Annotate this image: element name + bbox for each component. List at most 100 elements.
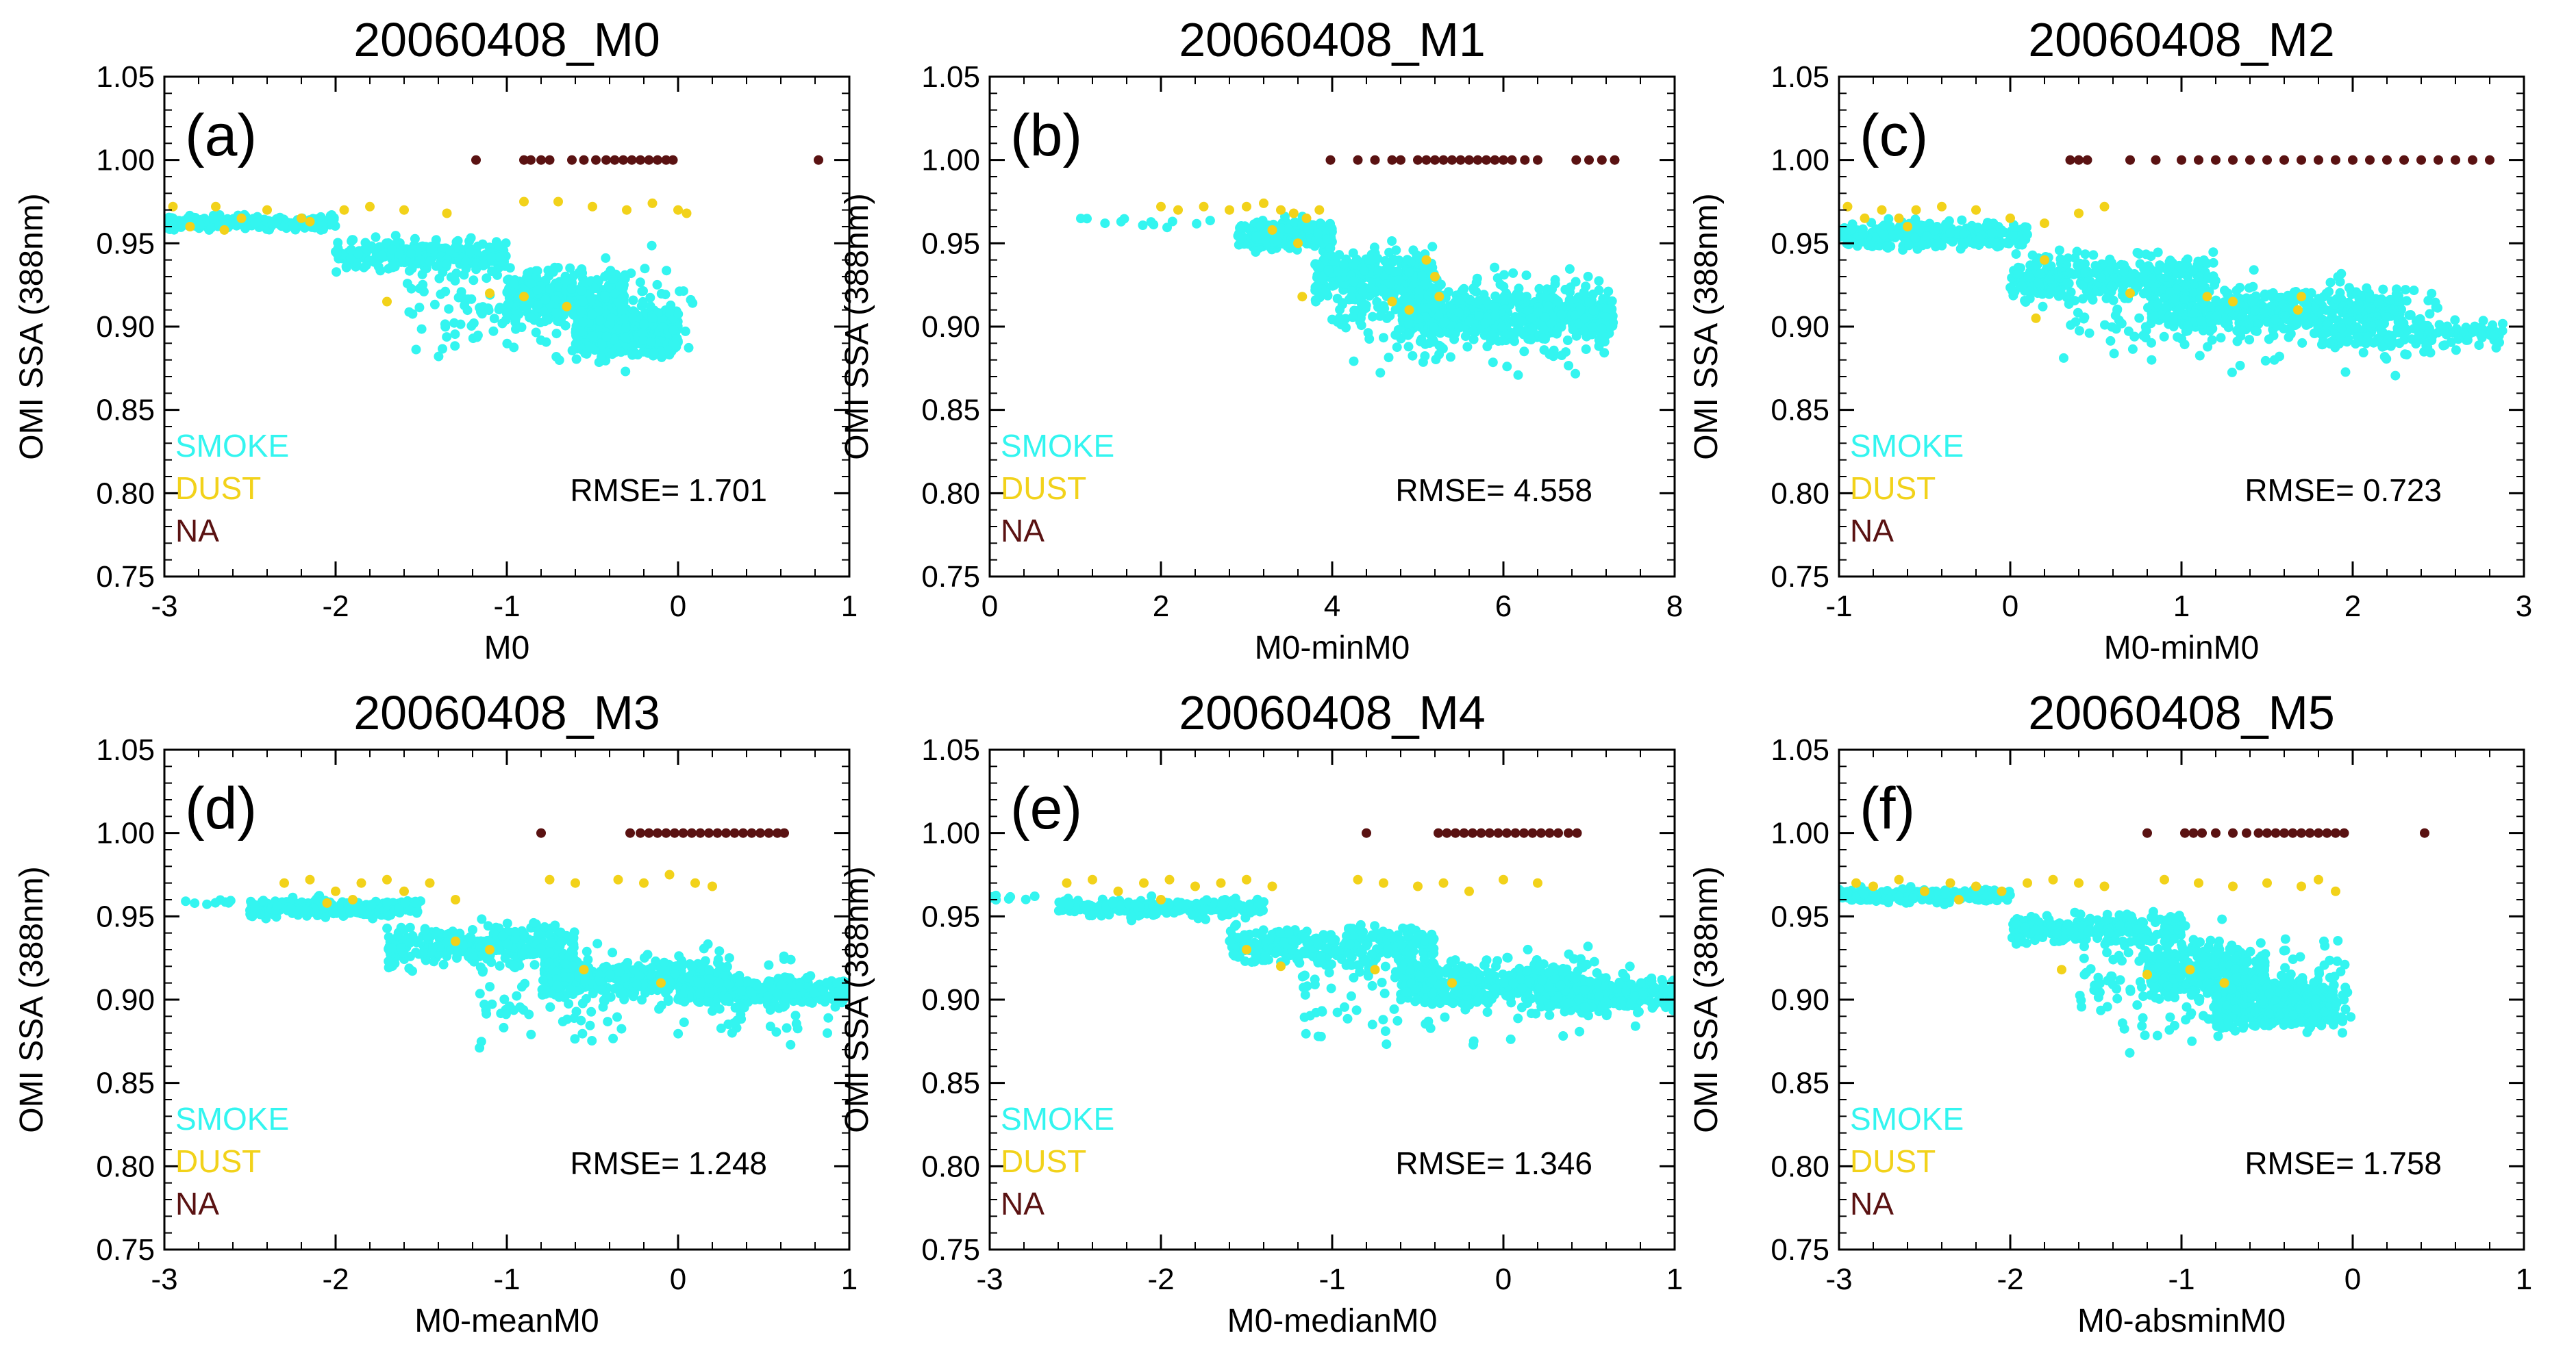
data-point-dust bbox=[1971, 205, 1981, 215]
data-point-smoke bbox=[1359, 266, 1369, 276]
data-point-smoke bbox=[2208, 257, 2218, 268]
data-point-smoke bbox=[2149, 311, 2159, 321]
data-point-smoke bbox=[1865, 240, 1875, 251]
data-point-smoke bbox=[466, 233, 476, 243]
data-point-na bbox=[627, 155, 637, 165]
data-point-smoke bbox=[2072, 246, 2082, 257]
data-point-na bbox=[2228, 155, 2238, 165]
data-point-smoke bbox=[1584, 297, 1595, 307]
data-point-dust bbox=[1937, 201, 1947, 212]
data-point-smoke bbox=[2183, 320, 2193, 331]
x-axis-label: M0 bbox=[484, 630, 530, 666]
data-point-smoke bbox=[2377, 342, 2388, 352]
y-tick-label: 0.85 bbox=[96, 394, 155, 427]
data-point-smoke bbox=[2179, 294, 2190, 304]
data-point-smoke bbox=[647, 240, 657, 251]
data-point-smoke bbox=[533, 300, 543, 310]
data-point-smoke bbox=[2106, 281, 2116, 291]
data-point-smoke bbox=[2057, 290, 2067, 300]
data-point-na bbox=[545, 155, 555, 165]
data-point-smoke bbox=[1446, 303, 1456, 314]
data-point-na bbox=[653, 155, 662, 165]
data-point-smoke bbox=[2160, 293, 2170, 303]
data-point-smoke bbox=[2425, 309, 2435, 319]
data-point-dust bbox=[1430, 272, 1440, 281]
data-point-smoke bbox=[1349, 356, 1359, 366]
data-point-smoke bbox=[1403, 318, 1414, 329]
data-point-smoke bbox=[2118, 286, 2128, 296]
data-point-na bbox=[1387, 155, 1397, 165]
data-point-smoke bbox=[1534, 283, 1545, 294]
data-point-smoke bbox=[477, 259, 488, 270]
data-point-smoke bbox=[2309, 328, 2319, 338]
data-point-smoke bbox=[1564, 361, 1574, 370]
data-point-smoke bbox=[545, 284, 555, 294]
panel-letter: (a) bbox=[185, 103, 257, 168]
data-point-smoke bbox=[1251, 231, 1261, 242]
data-point-dust bbox=[2099, 201, 2110, 212]
data-point-smoke bbox=[1425, 338, 1435, 348]
data-point-smoke bbox=[2109, 349, 2119, 359]
data-point-smoke bbox=[488, 326, 499, 336]
data-point-smoke bbox=[2153, 265, 2164, 275]
data-point-dust bbox=[1199, 201, 1209, 212]
data-point-smoke bbox=[1973, 223, 1983, 233]
data-point-smoke bbox=[1347, 312, 1358, 322]
data-point-smoke bbox=[2062, 260, 2072, 270]
data-point-smoke bbox=[2073, 307, 2083, 318]
data-point-smoke bbox=[2378, 284, 2388, 294]
data-point-smoke bbox=[2335, 277, 2345, 287]
data-point-smoke bbox=[1480, 318, 1490, 329]
data-point-smoke bbox=[2314, 294, 2324, 304]
data-point-smoke bbox=[600, 291, 610, 301]
data-point-smoke bbox=[373, 262, 384, 272]
data-point-smoke bbox=[2343, 333, 2353, 344]
data-point-smoke bbox=[442, 259, 452, 269]
data-point-smoke bbox=[1571, 331, 1581, 341]
data-point-smoke bbox=[1535, 291, 1545, 301]
data-point-smoke bbox=[2088, 250, 2099, 260]
data-point-smoke bbox=[616, 347, 626, 357]
data-point-smoke bbox=[2310, 302, 2320, 312]
data-point-smoke bbox=[1379, 303, 1390, 314]
x-tick-label: -1 bbox=[1825, 590, 1852, 623]
x-tick-label: 3 bbox=[2516, 590, 2532, 623]
data-point-smoke bbox=[2336, 268, 2347, 279]
data-point-smoke bbox=[1192, 218, 1202, 229]
data-point-smoke bbox=[2055, 254, 2066, 264]
scatter-points bbox=[164, 155, 823, 377]
data-point-na bbox=[1421, 155, 1431, 165]
data-point-smoke bbox=[2287, 295, 2297, 305]
data-point-dust bbox=[1434, 292, 1445, 302]
data-point-smoke bbox=[593, 276, 603, 286]
data-point-smoke bbox=[1398, 312, 1408, 322]
data-point-smoke bbox=[673, 309, 684, 319]
data-point-smoke bbox=[1308, 220, 1318, 230]
data-point-smoke bbox=[2223, 288, 2233, 299]
data-point-smoke bbox=[2353, 289, 2363, 299]
data-point-smoke bbox=[657, 315, 667, 325]
data-point-smoke bbox=[2421, 340, 2431, 351]
data-point-smoke bbox=[453, 236, 463, 246]
data-point-smoke bbox=[2324, 287, 2334, 296]
legend-item-smoke: SMOKE bbox=[175, 428, 289, 464]
data-point-smoke bbox=[1550, 275, 1560, 285]
data-point-smoke bbox=[2394, 308, 2405, 318]
series-dust bbox=[1842, 201, 2306, 323]
data-point-smoke bbox=[2080, 268, 2090, 278]
data-point-dust bbox=[1293, 238, 1303, 249]
data-point-dust bbox=[1387, 296, 1397, 307]
data-point-smoke bbox=[2017, 240, 2027, 250]
data-point-smoke bbox=[387, 244, 397, 255]
data-point-smoke bbox=[2238, 312, 2248, 322]
data-point-smoke bbox=[2071, 317, 2081, 327]
data-point-na bbox=[601, 155, 611, 165]
data-point-smoke bbox=[1458, 285, 1468, 295]
data-point-smoke bbox=[595, 315, 605, 325]
data-point-smoke bbox=[505, 263, 515, 273]
data-point-dust bbox=[1297, 292, 1308, 302]
data-point-smoke bbox=[2325, 277, 2336, 288]
data-point-dust bbox=[622, 205, 632, 215]
data-point-smoke bbox=[1539, 325, 1549, 335]
data-point-dust bbox=[297, 213, 306, 223]
